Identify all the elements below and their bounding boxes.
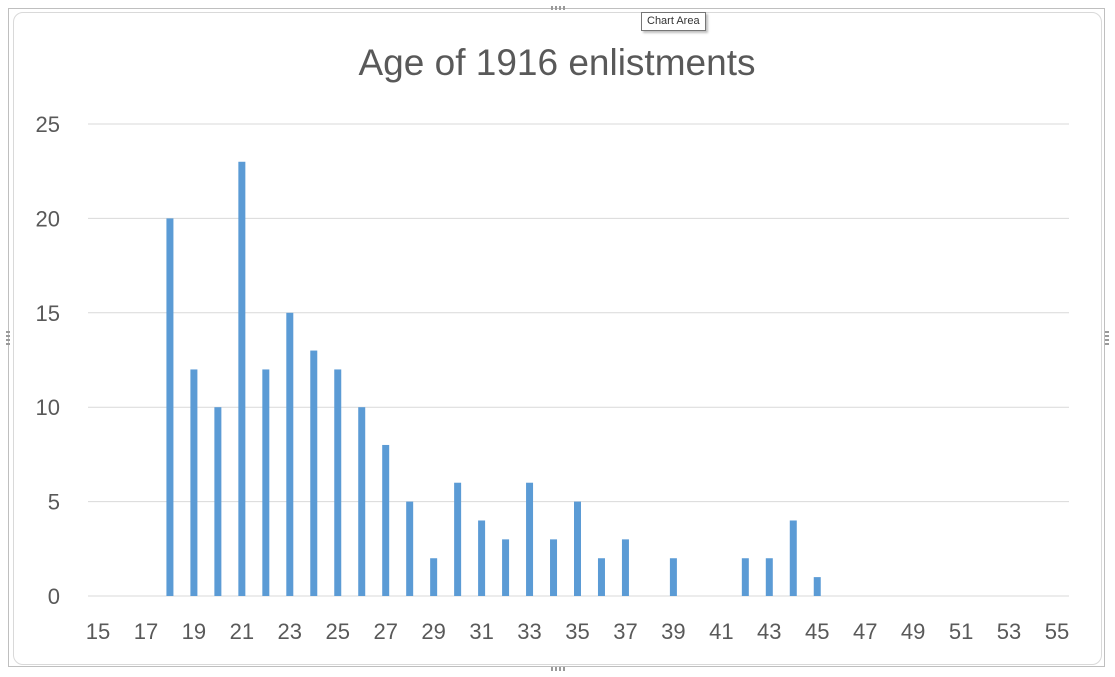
bar-age-39[interactable] xyxy=(669,558,677,596)
bar-age-30[interactable] xyxy=(454,482,462,596)
x-axis-labels: 15 17 19 21 23 25 27 29 31 33 35 37 39 41 43 45 47 49 51 53… xyxy=(86,619,1069,644)
bar-age-29[interactable] xyxy=(430,558,438,596)
bar-age-37[interactable] xyxy=(621,539,629,596)
x-tick-label: 25 xyxy=(326,619,350,644)
bar-age-19[interactable] xyxy=(190,369,198,596)
bar-age-33[interactable] xyxy=(526,482,534,596)
bar-age-34[interactable] xyxy=(550,539,558,596)
bar-age-35[interactable] xyxy=(574,501,581,596)
bar-age-36[interactable] xyxy=(597,558,605,596)
x-tick-label: 21 xyxy=(230,619,254,644)
bar-age-28[interactable] xyxy=(406,501,414,596)
bar-age-18[interactable] xyxy=(166,218,174,596)
bar-age-42[interactable] xyxy=(741,558,749,596)
y-tick-label: 10 xyxy=(36,395,60,420)
x-tick-label: 33 xyxy=(517,619,541,644)
x-tick-label: 19 xyxy=(182,619,206,644)
x-tick-label: 31 xyxy=(469,619,493,644)
left-resize-handle[interactable] xyxy=(6,331,10,345)
bar-age-20[interactable] xyxy=(214,407,222,596)
y-tick-label: 15 xyxy=(36,301,60,326)
bar-age-26[interactable] xyxy=(358,407,366,596)
y-tick-label: 20 xyxy=(36,206,60,231)
x-tick-label: 49 xyxy=(901,619,925,644)
bar-age-21[interactable] xyxy=(238,161,246,596)
bar-age-45[interactable] xyxy=(813,577,821,596)
x-tick-label: 29 xyxy=(421,619,445,644)
x-tick-label: 39 xyxy=(661,619,685,644)
x-tick-label: 23 xyxy=(278,619,302,644)
x-tick-label: 55 xyxy=(1045,619,1069,644)
bar-age-43[interactable] xyxy=(765,558,773,596)
chart-inner-border xyxy=(13,12,1102,665)
x-tick-label: 53 xyxy=(997,619,1021,644)
top-resize-handle[interactable] xyxy=(551,6,565,10)
bar-age-25[interactable] xyxy=(334,369,342,596)
x-tick-label: 15 xyxy=(86,619,110,644)
right-resize-handle[interactable] xyxy=(1105,331,1109,345)
x-tick-label: 47 xyxy=(853,619,877,644)
chart-area-tooltip: Chart Area xyxy=(641,12,706,31)
x-tick-label: 37 xyxy=(613,619,637,644)
x-tick-label: 45 xyxy=(805,619,829,644)
x-tick-label: 27 xyxy=(373,619,397,644)
bar-age-27[interactable] xyxy=(382,444,390,596)
bar-age-44[interactable] xyxy=(789,520,797,596)
x-tick-label: 17 xyxy=(134,619,158,644)
bar-age-24[interactable] xyxy=(310,350,318,596)
bar-age-31[interactable] xyxy=(478,520,486,596)
bar-age-23[interactable] xyxy=(286,312,294,596)
y-tick-label: 25 xyxy=(36,112,60,137)
bar-age-22[interactable] xyxy=(262,369,270,596)
bar-age-32[interactable] xyxy=(502,539,510,596)
x-tick-label: 41 xyxy=(709,619,733,644)
y-tick-label: 0 xyxy=(48,584,60,609)
y-axis-labels: 0 5 10 15 20 25 xyxy=(36,112,60,609)
bars xyxy=(166,161,821,596)
y-tick-label: 5 xyxy=(48,490,60,515)
chart-title: Age of 1916 enlistments xyxy=(359,42,756,83)
x-tick-label: 35 xyxy=(565,619,589,644)
bottom-resize-handle[interactable] xyxy=(551,667,565,671)
x-tick-label: 43 xyxy=(757,619,781,644)
x-tick-label: 51 xyxy=(949,619,973,644)
